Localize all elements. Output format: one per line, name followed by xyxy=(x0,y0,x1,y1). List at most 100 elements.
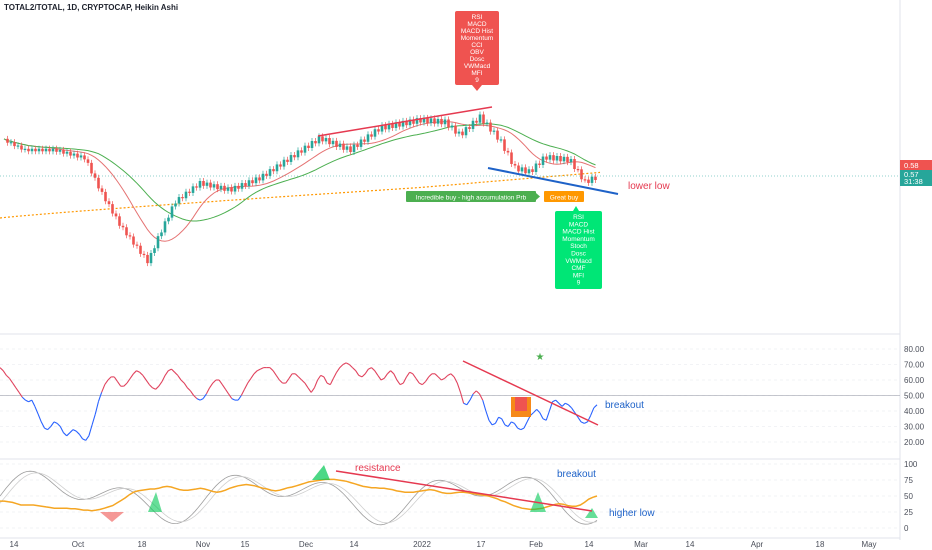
candle xyxy=(517,165,520,172)
rsi-line-segment xyxy=(447,373,452,376)
candle xyxy=(170,206,174,218)
incredible-buy-tag-pointer xyxy=(536,193,540,200)
rsi-line-segment xyxy=(425,376,430,382)
rsi-line-segment xyxy=(231,398,236,401)
rsi-line-segment xyxy=(28,399,33,403)
rsi-line-segment xyxy=(237,395,242,401)
rsi-line-segment xyxy=(142,375,147,381)
candle xyxy=(86,159,90,163)
candle xyxy=(370,134,373,137)
rsi-line-segment xyxy=(561,402,566,407)
rsi-line-segment xyxy=(82,438,86,441)
time-tick-label: Nov xyxy=(196,540,210,549)
chart-title: TOTAL2/TOTAL, 1D, CRYPTOCAP, Heikin Ashi xyxy=(4,3,179,12)
rsi-line-segment xyxy=(348,364,353,368)
candle xyxy=(65,151,69,154)
candle xyxy=(303,145,307,153)
buy-signal-item: Stoch xyxy=(570,243,587,250)
candle xyxy=(342,143,345,150)
candles-group xyxy=(6,111,597,267)
candle xyxy=(272,169,275,172)
rsi-line-segment xyxy=(539,412,544,420)
candle xyxy=(310,141,314,148)
rsi-line-segment xyxy=(136,370,140,373)
rsi-line-segment xyxy=(380,377,385,381)
candle xyxy=(20,145,23,150)
stoch-resistance-line xyxy=(335,470,593,512)
rsi-line-segment xyxy=(520,427,525,431)
rsi-line-segment xyxy=(428,373,433,378)
rsi-line-segment xyxy=(542,418,547,421)
rsi-line-segment xyxy=(113,376,118,382)
candle xyxy=(198,180,202,188)
time-tick-label: Dec xyxy=(299,540,313,549)
rsi-line-segment xyxy=(279,379,283,384)
rsi-incredible-buy-label: Incredible buy xyxy=(520,366,561,373)
rsi-line-segment xyxy=(482,399,487,412)
rsi-line-segment xyxy=(294,373,299,378)
candle xyxy=(548,155,552,160)
rsi-line-segment xyxy=(40,421,45,429)
time-tick-label: 15 xyxy=(241,540,250,549)
rsi-line-segment xyxy=(12,382,17,389)
candle xyxy=(114,213,118,217)
candle xyxy=(412,119,415,124)
buy-signal-box xyxy=(555,211,602,289)
rsi-line-segment xyxy=(456,382,462,393)
rsi-line-segment xyxy=(9,378,14,384)
candle xyxy=(223,185,226,191)
rsi-line-segment xyxy=(34,406,39,415)
candle xyxy=(55,148,58,152)
candle xyxy=(317,136,321,144)
rsi-line-segment xyxy=(50,421,55,427)
rsi-line-segment xyxy=(164,370,169,376)
rsi-line-segment xyxy=(25,399,29,403)
rsi-line-segment xyxy=(441,377,445,381)
candle xyxy=(468,127,471,129)
candle xyxy=(590,176,594,183)
candle xyxy=(478,114,482,123)
candle xyxy=(41,148,44,152)
candle xyxy=(321,136,324,142)
rsi-line-segment xyxy=(152,387,156,390)
candle xyxy=(279,164,282,167)
rsi-line-segment xyxy=(104,379,109,385)
candle xyxy=(401,120,405,127)
lower-low-annotation: lower low xyxy=(628,181,670,192)
rsi-line-segment xyxy=(205,387,211,395)
resistance-trendline xyxy=(317,106,493,137)
candle xyxy=(324,138,328,142)
rsi-line-segment xyxy=(390,370,395,375)
candle xyxy=(422,117,426,123)
rsi-line-segment xyxy=(568,404,572,409)
candle xyxy=(576,169,580,171)
rsi-line-segment xyxy=(247,378,252,384)
candle xyxy=(391,123,394,128)
rsi-line-segment xyxy=(577,416,582,423)
rsi-line-segment xyxy=(511,421,515,424)
rsi-line-segment xyxy=(193,395,198,399)
rsi-line-segment xyxy=(342,362,347,365)
candle xyxy=(254,177,258,184)
rsi-line-segment xyxy=(244,382,249,390)
candle xyxy=(44,148,48,152)
candle xyxy=(426,117,429,124)
candle xyxy=(139,245,142,254)
candle xyxy=(594,176,597,181)
rsi-resistance-line xyxy=(462,360,599,426)
rsi-line-segment xyxy=(399,382,404,386)
sell-signal-box xyxy=(455,11,499,85)
rsi-line-segment xyxy=(580,421,585,424)
time-tick-label: 18 xyxy=(816,540,825,549)
candle xyxy=(335,140,338,147)
candle xyxy=(513,163,517,166)
rsi-line-segment xyxy=(53,421,58,424)
candle xyxy=(16,145,20,147)
rsi-line-segment xyxy=(396,379,401,385)
candle xyxy=(6,138,9,143)
incredible-buy-tag xyxy=(406,191,536,202)
candle xyxy=(184,191,188,199)
candle xyxy=(286,159,289,162)
candle xyxy=(79,155,83,158)
